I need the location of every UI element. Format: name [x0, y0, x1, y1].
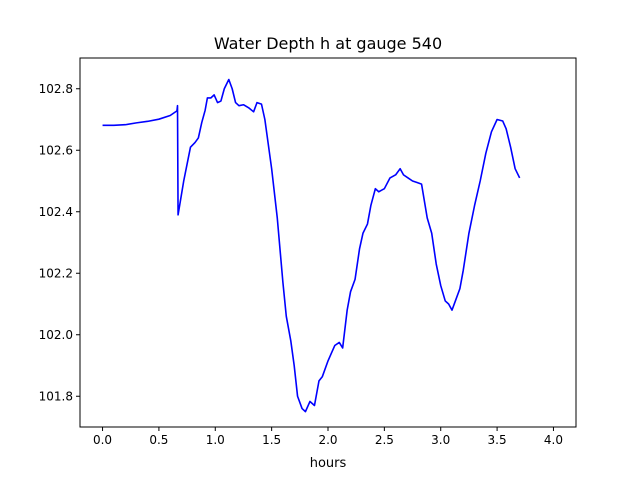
x-tick-label: 1.0 — [206, 433, 225, 447]
x-tick-label: 2.0 — [318, 433, 337, 447]
x-tick-label: 3.0 — [431, 433, 450, 447]
x-tick-label: 1.5 — [262, 433, 281, 447]
y-axis-ticks: 101.8 102.0 102.2 102.4 102.6 102.8 — [39, 82, 80, 403]
y-tick-label: 102.0 — [39, 328, 73, 342]
plot-frame — [79, 57, 577, 428]
y-tick-label: 102.4 — [39, 205, 73, 219]
x-tick-label: 2.5 — [375, 433, 394, 447]
x-tick-label: 0.5 — [149, 433, 168, 447]
y-tick-label: 102.2 — [39, 266, 73, 280]
x-tick-label: 3.5 — [488, 433, 507, 447]
y-tick-label: 101.8 — [39, 389, 73, 403]
series-line-0 — [102, 78, 521, 413]
x-tick-label: 4.0 — [544, 433, 563, 447]
x-axis-ticks: 0.0 0.5 1.0 1.5 2.0 2.5 3.0 3.5 4.0 — [93, 427, 563, 447]
plot-area — [79, 57, 577, 428]
y-tick-label: 102.6 — [39, 143, 73, 157]
x-axis-label: hours — [310, 456, 347, 471]
chart-title: Water Depth h at gauge 540 — [214, 34, 442, 53]
x-tick-label: 0.0 — [93, 433, 112, 447]
y-tick-label: 102.8 — [39, 82, 73, 96]
